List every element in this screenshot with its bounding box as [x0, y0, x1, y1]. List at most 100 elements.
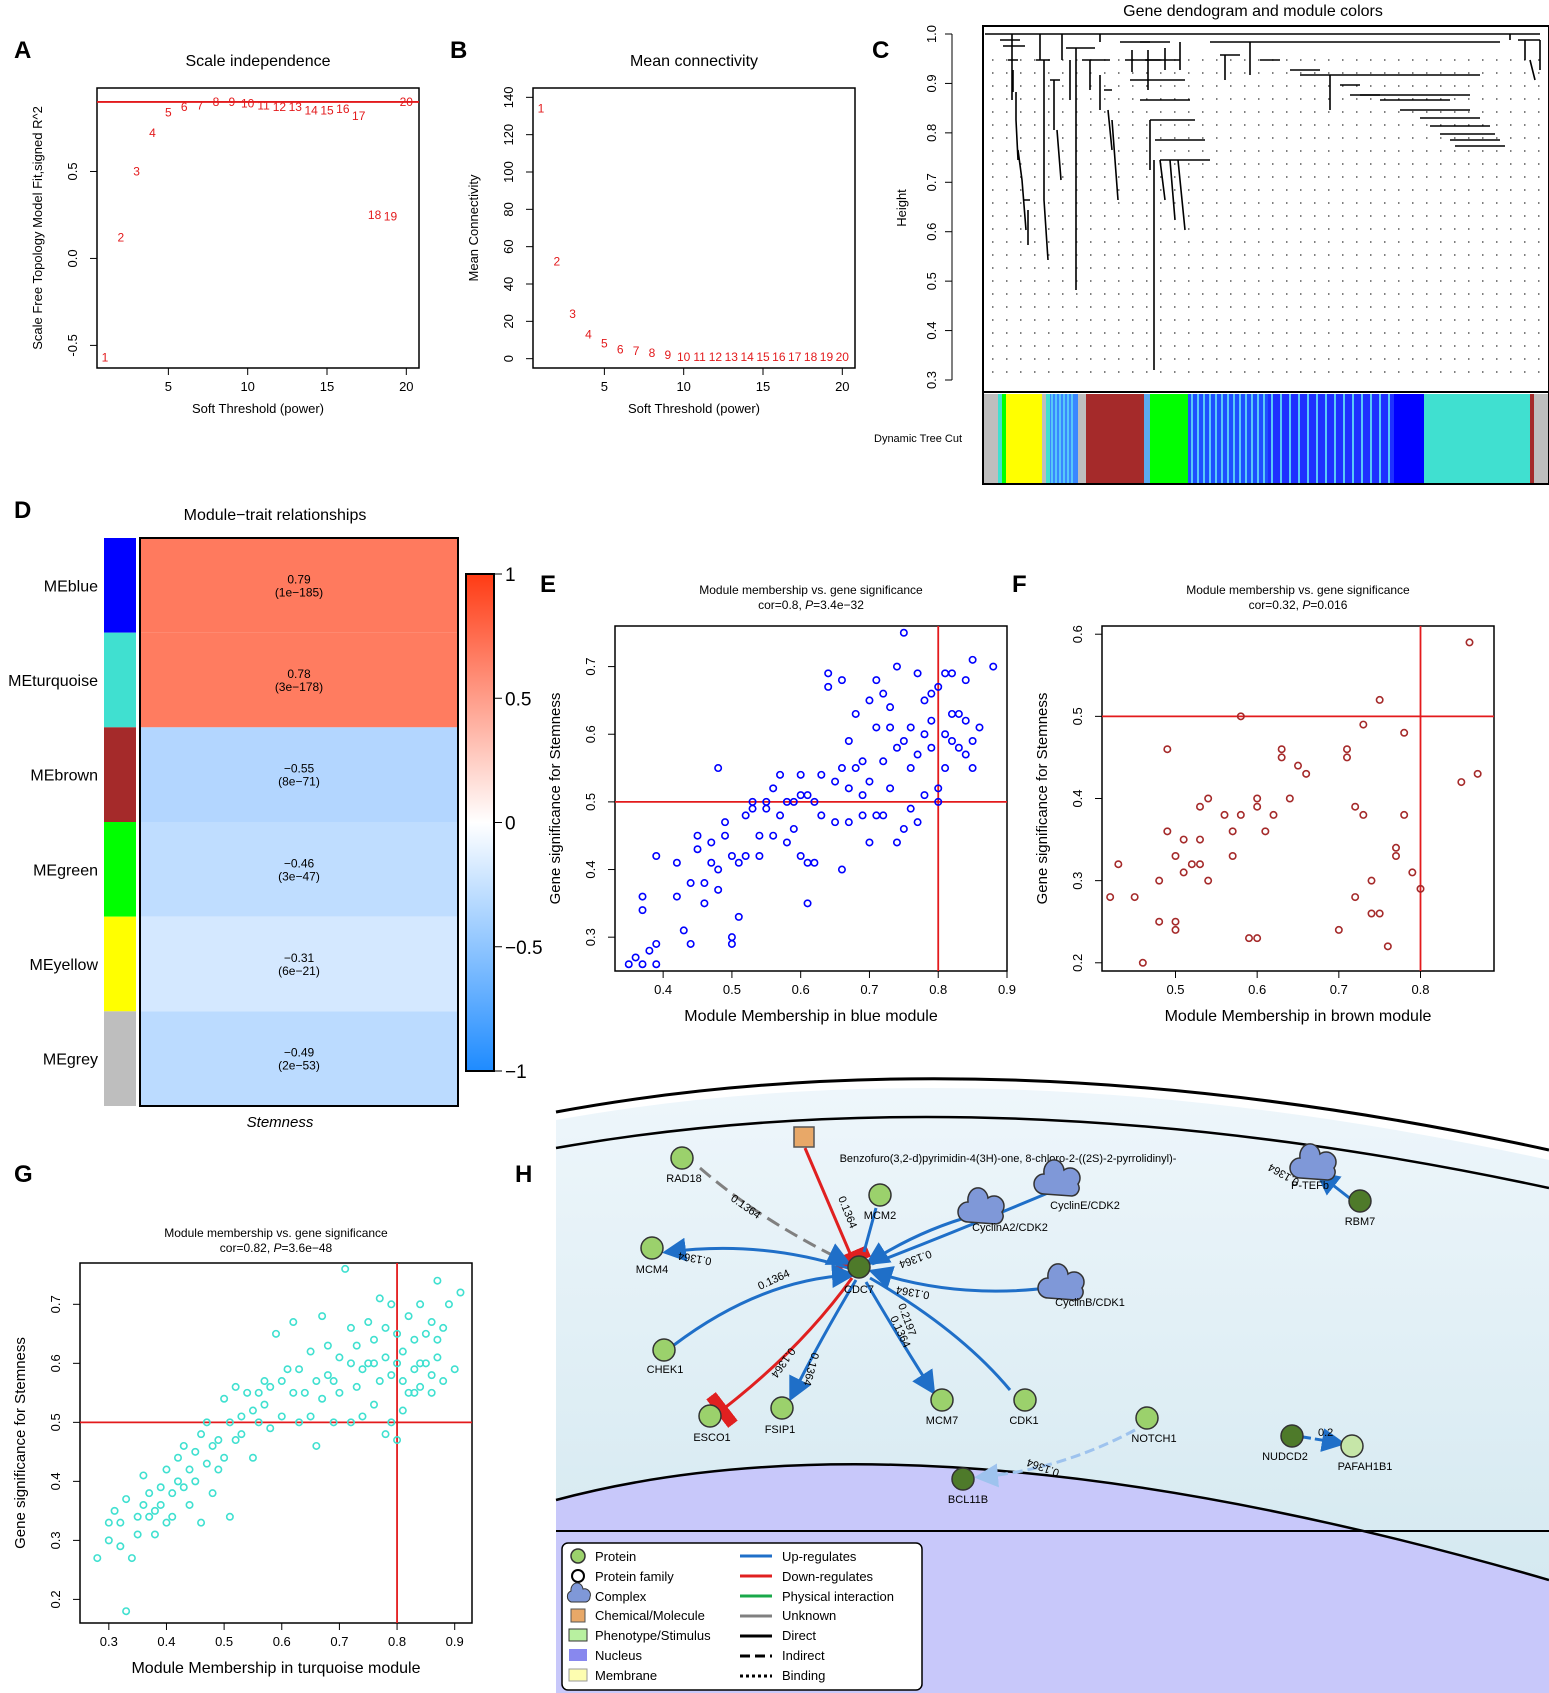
data-point	[150, 1530, 159, 1539]
data-point-label: 5	[165, 105, 172, 119]
node-rad18[interactable]	[670, 1146, 694, 1170]
data-point	[961, 676, 970, 685]
data-point	[214, 1436, 223, 1445]
data-point	[941, 669, 950, 678]
node-cycB[interactable]	[1037, 1263, 1085, 1301]
edge-label: 0.2	[1318, 1427, 1333, 1439]
node-notch1[interactable]	[1135, 1406, 1159, 1430]
data-point	[323, 1371, 332, 1380]
data-point	[1220, 810, 1229, 819]
y-axis-label: Scale Free Topology Model Fit,signed R^2	[30, 106, 45, 350]
data-point-label: 7	[633, 344, 640, 358]
module-color-segment	[1002, 394, 1006, 483]
node-esco1[interactable]	[698, 1404, 722, 1428]
data-point	[248, 1453, 257, 1462]
data-point	[352, 1382, 361, 1391]
panel-letter-f: F	[1012, 571, 1027, 598]
data-point	[110, 1506, 119, 1515]
y-tick-label: 60	[501, 239, 516, 253]
heatmap-cell	[140, 822, 458, 917]
data-point	[755, 831, 764, 840]
data-point	[1408, 868, 1417, 877]
edge-cdc7-mcm7	[864, 1281, 936, 1396]
x-tick-label: 0.8	[1411, 982, 1429, 997]
data-point	[803, 899, 812, 908]
data-point	[185, 1465, 194, 1474]
node-cycE[interactable]	[1033, 1159, 1081, 1197]
data-point	[306, 1347, 315, 1356]
module-color-segment	[1534, 394, 1540, 483]
data-point-label: 17	[352, 109, 366, 123]
heatmap-value: −0.31	[284, 951, 315, 965]
data-point	[381, 1430, 390, 1439]
node-cdk1[interactable]	[1013, 1388, 1037, 1412]
data-point	[886, 723, 895, 732]
data-point	[899, 628, 908, 637]
heatmap-value: 0.79	[287, 572, 311, 586]
node-mcm7[interactable]	[930, 1388, 954, 1412]
module-color-segment	[1540, 394, 1548, 483]
module-swatch	[104, 822, 136, 917]
data-point	[375, 1377, 384, 1386]
node-ptefb[interactable]	[1289, 1143, 1337, 1181]
node-bcl11b[interactable]	[951, 1467, 975, 1491]
data-point	[116, 1542, 125, 1551]
module-color-segment	[984, 394, 998, 483]
data-point	[1359, 810, 1368, 819]
panel-c-grid-dots	[992, 59, 1540, 373]
data-point-label: 15	[756, 350, 770, 364]
x-axis-label: Module Membership in turquoise module	[131, 1660, 420, 1677]
node-chek1[interactable]	[652, 1338, 676, 1362]
heatmap-pvalue: (6e−21)	[278, 964, 320, 978]
data-point	[700, 899, 709, 908]
node-rbm7[interactable]	[1348, 1189, 1372, 1213]
data-point	[283, 1365, 292, 1374]
data-point	[433, 1335, 442, 1344]
heatmap-value: −0.46	[284, 856, 315, 870]
node-cdc7[interactable]	[847, 1255, 871, 1279]
data-point	[837, 865, 846, 874]
data-point	[645, 946, 654, 955]
data-point	[1351, 893, 1360, 902]
data-point	[416, 1382, 425, 1391]
chart-title: Module membership vs. gene significance	[164, 1226, 388, 1240]
heatmap-cell	[140, 727, 458, 822]
data-point	[416, 1300, 425, 1309]
y-tick-label: 0.6	[48, 1354, 63, 1372]
node-nudcd2[interactable]	[1280, 1424, 1304, 1448]
data-point	[1114, 860, 1123, 869]
y-tick-label: 0.4	[924, 322, 939, 340]
data-point	[1204, 876, 1213, 885]
data-point	[450, 1365, 459, 1374]
data-point	[271, 1329, 280, 1338]
node-pafah1b1[interactable]	[1340, 1434, 1364, 1458]
data-point	[638, 892, 647, 901]
data-point	[762, 804, 771, 813]
node-mcm4[interactable]	[640, 1236, 664, 1260]
data-point	[755, 851, 764, 860]
data-point	[672, 858, 681, 867]
chemical-node[interactable]	[793, 1126, 815, 1148]
data-point	[858, 791, 867, 800]
y-tick-label: 0.7	[583, 658, 598, 676]
data-point	[824, 669, 833, 678]
node-mcm2[interactable]	[868, 1183, 892, 1207]
node-cycA2[interactable]	[957, 1187, 1005, 1225]
data-point	[375, 1294, 384, 1303]
node-fsip1[interactable]	[770, 1396, 794, 1420]
data-point	[817, 811, 826, 820]
data-point	[879, 689, 888, 698]
data-point	[116, 1518, 125, 1527]
x-tick-label: 15	[320, 379, 334, 394]
data-point	[1253, 802, 1262, 811]
data-point	[1285, 794, 1294, 803]
heatmap-pvalue: (2e−53)	[278, 1059, 320, 1073]
data-point-label: 10	[677, 350, 691, 364]
module-color-segment	[1042, 394, 1046, 483]
colorbar-ticks: 1 0.5 0 −0.5 −1	[494, 565, 543, 1083]
panel-c-frame	[982, 25, 1549, 485]
chart-title: Scale independence	[185, 53, 330, 70]
y-tick-label: 0.0	[65, 249, 80, 267]
y-tick-label: 0.5	[1070, 707, 1085, 725]
data-point-label: 1	[102, 351, 109, 365]
